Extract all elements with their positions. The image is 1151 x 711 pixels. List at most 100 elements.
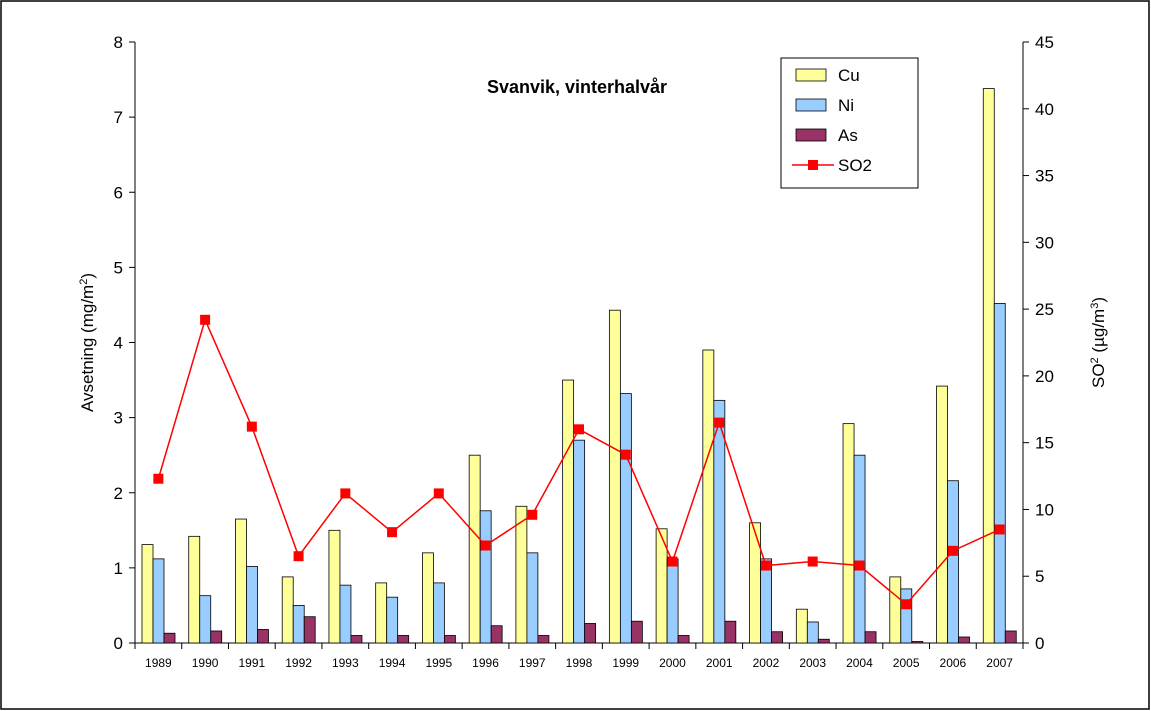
x-tick-label: 2003	[799, 656, 826, 670]
line-marker	[807, 556, 818, 567]
y-axis-title: Avsetning (mg/m2)	[78, 273, 97, 412]
bar	[958, 636, 970, 644]
y-tick-label: 8	[114, 33, 123, 52]
bar	[515, 505, 528, 644]
bar	[842, 423, 855, 644]
bar	[702, 349, 715, 644]
y2-tick-label: 45	[1035, 33, 1054, 52]
y-tick-label: 3	[114, 409, 123, 428]
bar	[328, 529, 341, 644]
bar	[864, 631, 877, 644]
line-marker	[714, 417, 725, 428]
bar	[199, 595, 212, 644]
bar	[141, 544, 154, 644]
x-tick-label: 1997	[519, 656, 546, 670]
legend-label: As	[838, 126, 858, 145]
line-marker	[854, 560, 865, 571]
line-marker	[667, 556, 678, 567]
line-marker	[153, 473, 164, 484]
line-marker	[480, 540, 491, 551]
bar	[562, 379, 575, 644]
y2-tick-label: 5	[1035, 567, 1044, 586]
bar	[526, 552, 539, 644]
bar	[281, 576, 294, 644]
x-tick-label: 2001	[706, 656, 733, 670]
bar	[795, 608, 808, 644]
bar	[760, 558, 772, 644]
label-part: (µg/m	[1089, 309, 1108, 358]
x-tick-label: 1991	[238, 656, 265, 670]
bar	[386, 596, 399, 644]
chart-title: Svanvik, vinterhalvår	[487, 77, 667, 97]
line-marker	[433, 488, 444, 499]
x-tick-label: 1994	[379, 656, 406, 670]
bar	[303, 616, 316, 644]
x-tick-label: 1993	[332, 656, 359, 670]
y2-tick-label: 30	[1035, 233, 1054, 252]
line-marker	[340, 488, 351, 499]
bar	[444, 635, 456, 644]
bar	[210, 630, 223, 644]
legend-label: SO2	[838, 156, 872, 175]
line-marker	[901, 599, 912, 610]
bar	[817, 638, 830, 644]
bar	[889, 576, 902, 644]
x-tick-label: 2007	[986, 656, 1013, 670]
line-marker	[760, 560, 771, 571]
bar	[468, 454, 481, 644]
y2-tick-label: 15	[1035, 434, 1054, 453]
y2-tick-label: 40	[1035, 100, 1054, 119]
bar	[947, 480, 959, 644]
bar	[911, 641, 924, 644]
label-part: Avsetning (mg/m	[78, 285, 97, 412]
y2-tick-label: 20	[1035, 367, 1054, 386]
y-tick-label: 7	[114, 108, 123, 127]
line-marker	[387, 527, 398, 538]
bar	[724, 620, 737, 644]
x-tick-label: 1996	[472, 656, 499, 670]
bar	[713, 399, 726, 644]
x-tick-label: 1999	[612, 656, 639, 670]
bar	[806, 621, 819, 644]
bar	[422, 552, 434, 644]
legend-swatch	[795, 98, 827, 112]
y-tick-label: 5	[114, 258, 123, 277]
bar	[257, 629, 269, 644]
bar	[479, 510, 492, 644]
bar	[900, 588, 913, 644]
bar	[152, 558, 165, 644]
y2-tick-label: 35	[1035, 167, 1054, 186]
x-tick-label: 1998	[566, 656, 593, 670]
y2-axis-title: SO2 (µg/m3)	[1089, 297, 1108, 388]
y-tick-label: 0	[114, 634, 123, 653]
bar	[235, 518, 247, 644]
bar	[608, 309, 621, 644]
bar	[936, 385, 948, 644]
bar	[993, 303, 1006, 644]
bar	[853, 454, 866, 644]
legend-swatch	[795, 68, 827, 82]
x-tick-label: 1989	[145, 656, 172, 670]
y2-tick-label: 0	[1035, 634, 1044, 653]
bar	[1004, 630, 1017, 644]
legend-swatch	[795, 128, 827, 142]
bar	[619, 393, 632, 644]
x-tick-label: 1992	[285, 656, 312, 670]
bar	[339, 584, 352, 644]
bar	[537, 635, 550, 644]
y2-tick-label: 10	[1035, 500, 1054, 519]
bar	[677, 635, 690, 644]
bar	[292, 605, 305, 644]
label-part: )	[78, 273, 97, 279]
line-marker	[994, 524, 1005, 535]
label-part: )	[1089, 297, 1108, 303]
bar	[584, 623, 597, 644]
bar	[771, 631, 783, 644]
x-tick-label: 2000	[659, 656, 686, 670]
bar	[246, 565, 258, 644]
y-tick-label: 6	[114, 183, 123, 202]
legend-label: Cu	[838, 66, 860, 85]
bar	[188, 535, 201, 644]
superscript: 2	[78, 279, 90, 285]
